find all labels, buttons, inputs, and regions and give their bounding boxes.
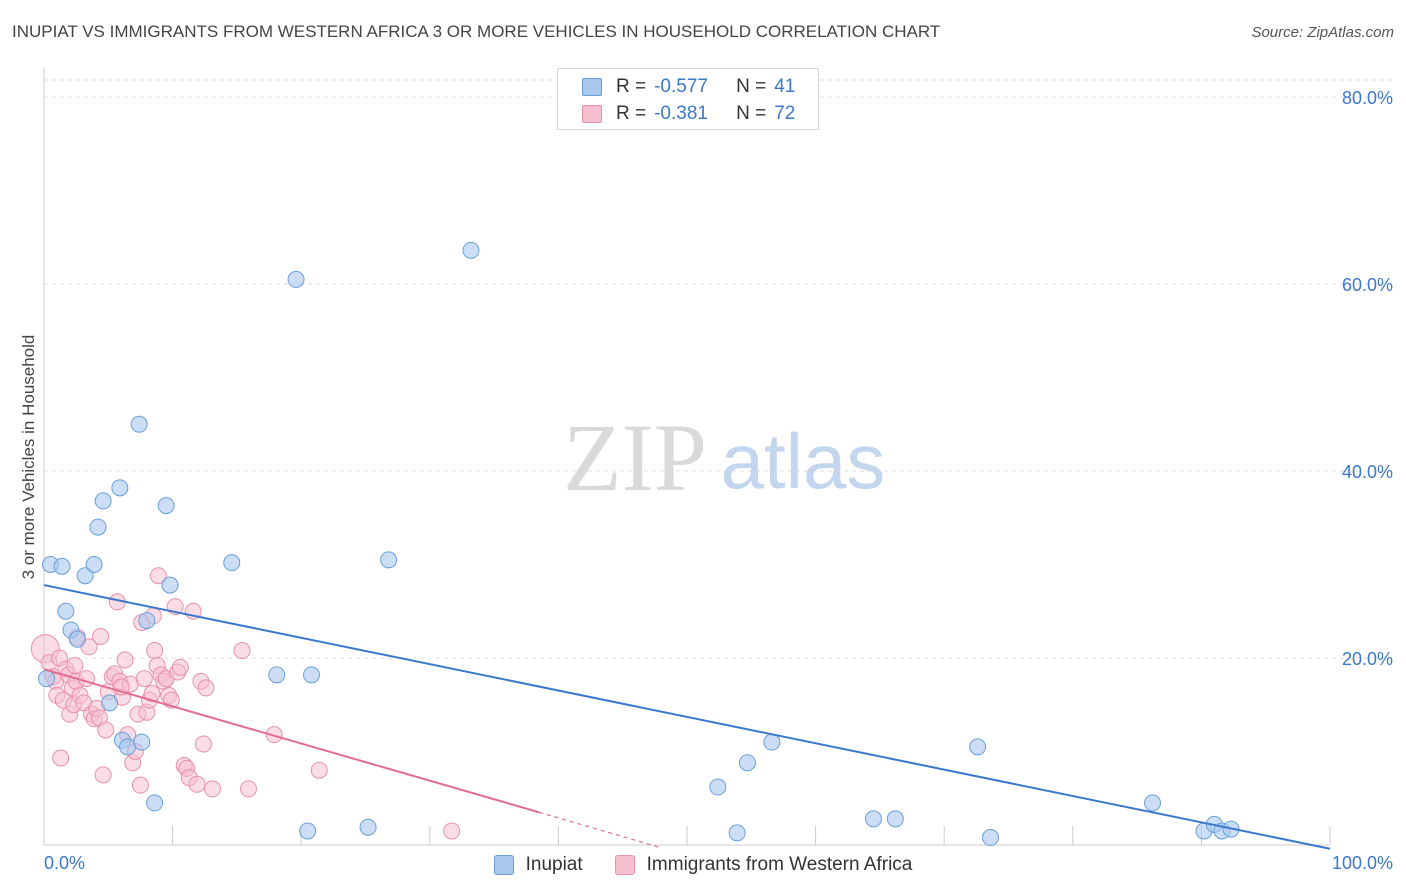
chart-title: INUPIAT VS IMMIGRANTS FROM WESTERN AFRIC… xyxy=(12,22,941,41)
tick-labels: 20.0% 40.0% 60.0% 80.0% 0.0% 100.0% xyxy=(44,88,1393,873)
legend-n-value: 41 xyxy=(774,76,796,97)
legend-swatch-immigrants xyxy=(582,105,602,123)
legend-r-label: R = xyxy=(616,103,647,124)
point-inupiat xyxy=(89,518,107,536)
point-immigrants xyxy=(77,670,95,688)
point-immigrants xyxy=(92,627,110,645)
trend-line-inupiat xyxy=(43,584,1331,850)
point-inupiat xyxy=(763,733,781,751)
point-immigrants xyxy=(94,766,112,784)
x-tick-label: 100.0% xyxy=(1332,853,1393,873)
point-inupiat xyxy=(85,556,103,573)
legend-r-value: -0.577 xyxy=(654,76,708,97)
point-inupiat xyxy=(53,557,71,575)
point-immigrants xyxy=(143,685,161,703)
trend-line-immigrants-extension xyxy=(538,811,662,849)
y-tick-label: 20.0% xyxy=(1342,649,1393,669)
point-inupiat xyxy=(57,602,75,620)
point-inupiat xyxy=(119,738,137,756)
point-inupiat xyxy=(738,754,756,772)
point-inupiat xyxy=(299,822,317,840)
point-inupiat xyxy=(38,670,56,688)
point-immigrants xyxy=(116,651,134,669)
point-inupiat xyxy=(981,829,999,847)
series-legend: Inupiat Immigrants from Western Africa xyxy=(0,852,1406,878)
point-inupiat xyxy=(380,551,398,569)
point-immigrants xyxy=(233,642,251,660)
x-tick-label: 0.0% xyxy=(44,853,85,873)
legend-item-inupiat[interactable]: Inupiat xyxy=(493,854,583,876)
point-inupiat xyxy=(94,492,112,510)
point-inupiat xyxy=(101,694,119,712)
legend-swatch-inupiat xyxy=(493,855,514,875)
point-inupiat xyxy=(223,554,241,572)
grid-lines xyxy=(44,79,1392,659)
point-immigrants xyxy=(265,726,283,744)
legend-n-label: N = xyxy=(736,103,767,124)
watermark-atlas: atlas xyxy=(721,417,886,505)
watermark-zip: ZIP xyxy=(563,404,707,511)
legend-swatch-immigrants xyxy=(614,855,635,875)
series-inupiat-points xyxy=(38,241,1240,847)
legend-r-label: R = xyxy=(616,76,647,97)
point-inupiat xyxy=(864,810,882,828)
legend-r-value: -0.381 xyxy=(654,103,708,124)
y-axis-label: 3 or more Vehicles in Household xyxy=(19,335,38,580)
point-inupiat xyxy=(76,567,94,585)
legend-swatch-inupiat xyxy=(582,78,602,96)
point-inupiat xyxy=(111,479,129,497)
legend-label-immigrants: Immigrants from Western Africa xyxy=(646,854,913,875)
point-immigrants xyxy=(171,658,189,676)
point-inupiat xyxy=(133,733,151,751)
point-inupiat xyxy=(359,818,377,836)
legend-row-immigrants: R = -0.381 N = 72 xyxy=(582,102,795,126)
point-inupiat xyxy=(157,497,175,515)
point-immigrants xyxy=(239,780,257,798)
legend-n-label: N = xyxy=(736,76,767,97)
y-tick-label: 40.0% xyxy=(1342,462,1393,482)
legend-label-inupiat: Inupiat xyxy=(525,854,583,875)
watermark: ZIP atlas xyxy=(563,404,885,511)
source-credit: Source: ZipAtlas.com xyxy=(1251,24,1394,41)
y-tick-label: 80.0% xyxy=(1342,88,1393,108)
point-inupiat xyxy=(302,666,320,684)
legend-item-immigrants[interactable]: Immigrants from Western Africa xyxy=(614,854,913,876)
point-inupiat xyxy=(161,576,179,594)
point-inupiat xyxy=(728,824,746,842)
point-immigrants xyxy=(149,567,167,585)
point-immigrants xyxy=(310,761,328,779)
point-inupiat xyxy=(268,666,286,684)
point-immigrants xyxy=(443,822,461,840)
correlation-legend: R = -0.577 N = 41 R = -0.381 N = 72 xyxy=(557,68,819,130)
point-immigrants xyxy=(194,735,212,753)
point-immigrants xyxy=(97,721,115,739)
point-immigrants xyxy=(135,670,153,688)
point-immigrants xyxy=(146,642,164,660)
point-immigrants xyxy=(188,775,206,793)
point-immigrants xyxy=(131,776,149,794)
point-inupiat xyxy=(1144,794,1162,812)
legend-n-value: 72 xyxy=(774,103,796,124)
point-inupiat xyxy=(709,778,727,796)
point-immigrants xyxy=(52,749,70,767)
y-tick-label: 60.0% xyxy=(1342,275,1393,295)
trend-lines xyxy=(43,584,1331,850)
point-immigrants xyxy=(203,780,221,798)
point-immigrants xyxy=(66,656,84,674)
point-inupiat xyxy=(130,415,148,433)
point-inupiat xyxy=(146,794,164,812)
legend-row-inupiat: R = -0.577 N = 41 xyxy=(582,75,795,99)
series-immigrants-points xyxy=(30,567,461,840)
point-immigrants xyxy=(197,679,215,697)
point-inupiat xyxy=(287,270,305,288)
point-inupiat xyxy=(138,612,156,630)
point-inupiat xyxy=(969,738,987,756)
point-inupiat xyxy=(68,630,86,648)
point-inupiat xyxy=(886,810,904,828)
trend-line-immigrants xyxy=(43,668,540,814)
point-inupiat xyxy=(462,241,480,259)
